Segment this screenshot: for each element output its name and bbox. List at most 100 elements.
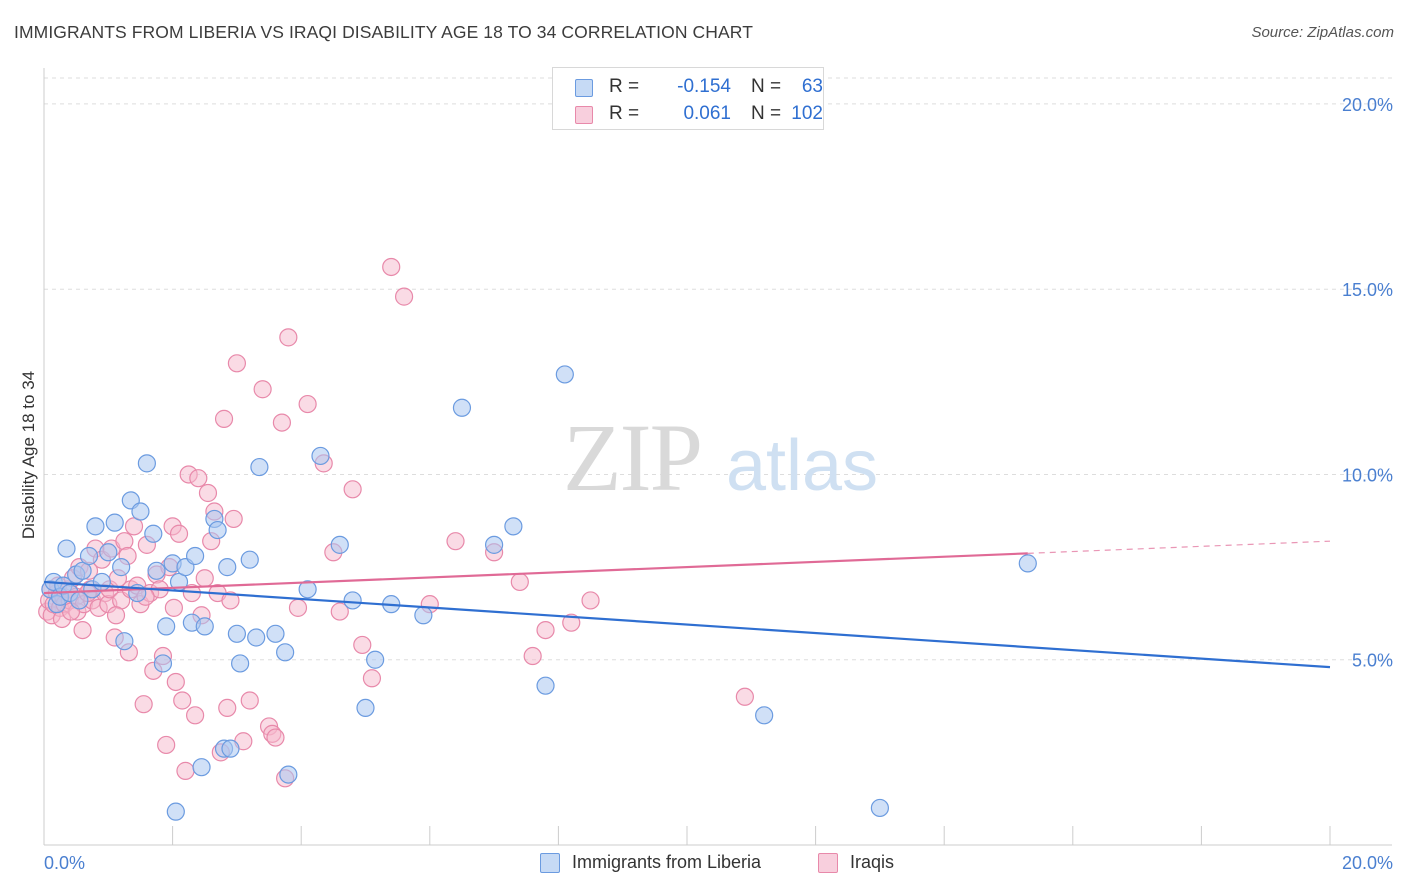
series-iraqis	[38, 257, 754, 788]
data-point-iraqis	[166, 672, 185, 692]
data-point-liberia	[86, 517, 105, 536]
data-point-iraqis	[189, 469, 208, 488]
data-point-liberia	[92, 572, 111, 592]
watermark: ZIP atlas	[563, 404, 878, 511]
data-point-liberia	[755, 706, 774, 725]
trend-lines	[43, 540, 1331, 669]
data-point-iraqis	[298, 394, 317, 414]
data-point-liberia	[279, 765, 298, 784]
data-point-liberia	[555, 365, 574, 384]
data-point-iraqis	[523, 646, 542, 666]
tick-labels: 5.0% 10.0% 15.0% 20.0% 0.0% 20.0%	[44, 95, 1393, 873]
x-tick-label: 0.0%	[44, 853, 85, 873]
data-point-iraqis	[134, 695, 153, 714]
watermark-zip: ZIP	[563, 404, 701, 511]
data-point-iraqis	[214, 409, 234, 428]
n-value: 102	[791, 103, 823, 124]
data-point-iraqis	[394, 287, 414, 306]
data-point-liberia	[218, 558, 237, 577]
y-tick-label: 15.0%	[1342, 280, 1393, 300]
data-point-iraqis	[279, 328, 298, 347]
trend-line-liberia	[43, 580, 1331, 669]
legend-swatch-blue	[575, 79, 593, 97]
data-point-iraqis	[173, 691, 192, 710]
y-axis-label: Disability Age 18 to 34	[19, 371, 38, 539]
legend-label: Iraqis	[850, 852, 895, 872]
data-point-liberia	[137, 454, 156, 473]
n-value: 63	[801, 76, 823, 97]
data-point-iraqis	[164, 598, 183, 617]
data-point-iraqis	[330, 602, 349, 621]
data-point-liberia	[221, 739, 240, 758]
data-point-liberia	[105, 513, 124, 532]
data-point-liberia	[57, 539, 76, 558]
data-point-liberia	[536, 676, 555, 695]
data-point-iraqis	[240, 691, 259, 710]
legend-swatch-blue	[540, 853, 560, 873]
data-point-iraqis	[115, 532, 134, 551]
data-point-liberia	[195, 617, 214, 636]
data-point-iraqis	[382, 257, 401, 277]
data-point-iraqis	[272, 413, 292, 432]
data-point-liberia	[227, 624, 246, 643]
data-point-liberia	[208, 520, 227, 540]
data-point-liberia	[485, 535, 504, 554]
trend-line-iraqis-extension	[1027, 540, 1331, 554]
data-point-iraqis	[73, 620, 92, 640]
data-point-liberia	[870, 798, 890, 818]
data-point-iraqis	[353, 635, 372, 655]
r-value: -0.154	[677, 76, 731, 97]
y-tick-label: 20.0%	[1342, 95, 1393, 115]
data-point-liberia	[157, 617, 176, 636]
data-point-liberia	[504, 517, 523, 536]
data-point-liberia	[115, 632, 134, 651]
n-label: N =	[751, 76, 782, 97]
data-point-iraqis	[195, 569, 214, 588]
data-point-iraqis	[562, 613, 581, 632]
r-label: R =	[609, 76, 640, 97]
data-point-liberia	[247, 628, 266, 647]
data-point-liberia	[298, 580, 317, 599]
n-label: N =	[751, 103, 782, 124]
legend-swatch-pink	[818, 853, 838, 873]
data-point-liberia	[414, 606, 433, 625]
legend-label: Immigrants from Liberia	[572, 852, 762, 872]
data-point-iraqis	[198, 483, 218, 503]
data-point-iraqis	[266, 728, 285, 747]
data-point-iraqis	[253, 380, 272, 399]
data-point-iraqis	[735, 687, 754, 706]
data-point-liberia	[366, 650, 385, 669]
data-point-liberia	[192, 758, 211, 777]
y-tick-label: 10.0%	[1342, 465, 1393, 485]
r-label: R =	[609, 103, 640, 124]
data-point-liberia	[166, 802, 185, 821]
data-point-liberia	[343, 591, 362, 610]
data-point-liberia	[311, 446, 330, 466]
watermark-atlas: atlas	[726, 426, 878, 506]
data-point-iraqis	[224, 509, 243, 529]
data-point-iraqis	[106, 606, 126, 625]
data-point-liberia	[112, 558, 131, 577]
data-point-liberia	[70, 591, 89, 610]
r-value: 0.061	[683, 103, 731, 124]
axes	[43, 68, 1392, 846]
data-point-liberia	[250, 457, 269, 477]
data-point-iraqis	[176, 761, 195, 780]
data-point-liberia	[276, 643, 295, 662]
data-point-liberia	[231, 654, 250, 673]
data-point-iraqis	[157, 735, 176, 755]
chart-title: IMMIGRANTS FROM LIBERIA VS IRAQI DISABIL…	[14, 22, 754, 42]
data-point-iraqis	[221, 591, 240, 610]
data-point-liberia	[452, 398, 472, 417]
correlation-legend: R = -0.154 N = 63 R = 0.061 N = 102	[552, 67, 824, 130]
data-point-iraqis	[362, 669, 382, 688]
data-point-iraqis	[343, 480, 362, 499]
data-point-liberia	[240, 550, 259, 569]
data-point-iraqis	[186, 706, 205, 725]
data-point-liberia	[153, 654, 173, 673]
data-point-iraqis	[218, 698, 237, 718]
data-point-iraqis	[446, 532, 465, 551]
y-tick-label: 5.0%	[1352, 651, 1393, 671]
data-point-liberia	[79, 546, 99, 566]
